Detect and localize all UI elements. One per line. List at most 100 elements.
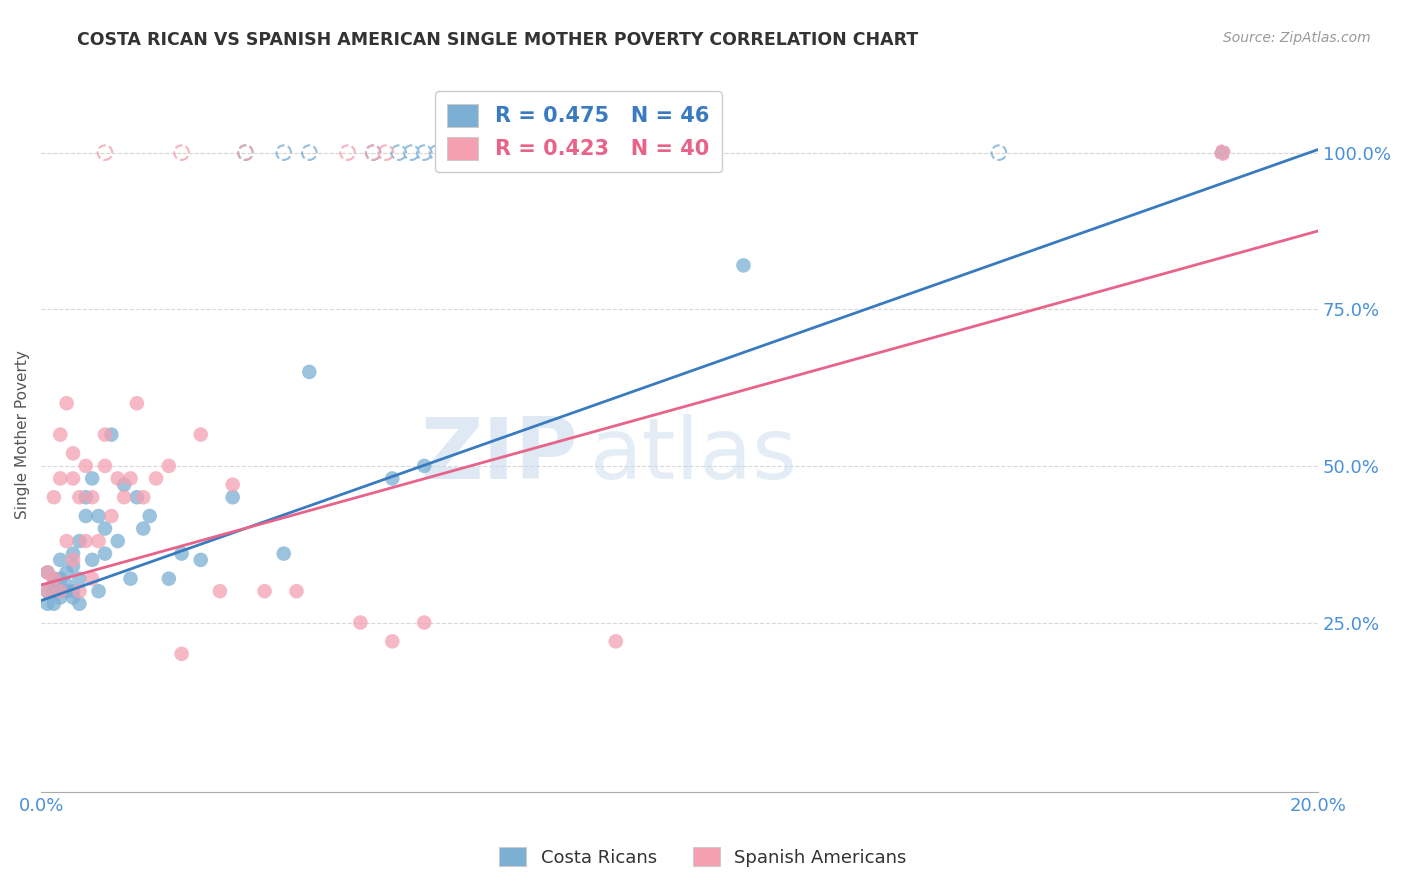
Point bbox=[413, 145, 436, 160]
Point bbox=[49, 471, 72, 485]
Point bbox=[42, 597, 65, 611]
Point bbox=[62, 471, 84, 485]
Point bbox=[987, 145, 1010, 160]
Point bbox=[605, 634, 627, 648]
Point bbox=[170, 145, 193, 160]
Point bbox=[49, 572, 72, 586]
Point bbox=[100, 427, 122, 442]
Point bbox=[55, 566, 77, 580]
Point bbox=[374, 145, 396, 160]
Point bbox=[190, 427, 212, 442]
Point bbox=[381, 634, 404, 648]
Point bbox=[82, 490, 104, 504]
Point bbox=[42, 584, 65, 599]
Legend: R = 0.475   N = 46, R = 0.423   N = 40: R = 0.475 N = 46, R = 0.423 N = 40 bbox=[434, 91, 721, 172]
Point bbox=[67, 490, 90, 504]
Point bbox=[94, 427, 117, 442]
Point bbox=[298, 145, 321, 160]
Point bbox=[55, 578, 77, 592]
Point bbox=[49, 584, 72, 599]
Point bbox=[94, 522, 117, 536]
Point bbox=[336, 145, 359, 160]
Point bbox=[235, 145, 257, 160]
Point bbox=[361, 145, 384, 160]
Point bbox=[273, 145, 295, 160]
Point bbox=[381, 471, 404, 485]
Point bbox=[55, 584, 77, 599]
Point bbox=[94, 458, 117, 473]
Point bbox=[62, 553, 84, 567]
Point bbox=[145, 471, 167, 485]
Point bbox=[170, 647, 193, 661]
Point bbox=[67, 584, 90, 599]
Text: COSTA RICAN VS SPANISH AMERICAN SINGLE MOTHER POVERTY CORRELATION CHART: COSTA RICAN VS SPANISH AMERICAN SINGLE M… bbox=[77, 31, 918, 49]
Point bbox=[107, 471, 129, 485]
Point bbox=[55, 534, 77, 549]
Point bbox=[413, 458, 436, 473]
Point bbox=[42, 490, 65, 504]
Text: Source: ZipAtlas.com: Source: ZipAtlas.com bbox=[1223, 31, 1371, 45]
Point bbox=[75, 490, 97, 504]
Point bbox=[138, 508, 160, 523]
Point bbox=[94, 145, 117, 160]
Point bbox=[94, 547, 117, 561]
Point bbox=[190, 553, 212, 567]
Point bbox=[62, 446, 84, 460]
Point bbox=[349, 615, 371, 630]
Point bbox=[62, 591, 84, 605]
Point bbox=[120, 471, 142, 485]
Point bbox=[37, 584, 59, 599]
Point bbox=[67, 597, 90, 611]
Point bbox=[37, 566, 59, 580]
Point bbox=[132, 522, 155, 536]
Text: atlas: atlas bbox=[591, 415, 799, 498]
Point bbox=[120, 572, 142, 586]
Point bbox=[55, 396, 77, 410]
Point bbox=[87, 534, 110, 549]
Point bbox=[87, 508, 110, 523]
Point bbox=[426, 145, 449, 160]
Y-axis label: Single Mother Poverty: Single Mother Poverty bbox=[15, 351, 30, 519]
Point bbox=[49, 584, 72, 599]
Point bbox=[221, 477, 243, 491]
Point bbox=[49, 427, 72, 442]
Point bbox=[413, 615, 436, 630]
Text: ZIP: ZIP bbox=[420, 415, 578, 498]
Point bbox=[1211, 145, 1233, 160]
Point bbox=[157, 572, 180, 586]
Point bbox=[1211, 145, 1233, 160]
Point bbox=[401, 145, 423, 160]
Point bbox=[62, 559, 84, 574]
Point bbox=[49, 591, 72, 605]
Point bbox=[112, 477, 135, 491]
Point bbox=[67, 572, 90, 586]
Point bbox=[37, 597, 59, 611]
Point bbox=[37, 584, 59, 599]
Point bbox=[75, 534, 97, 549]
Point bbox=[49, 553, 72, 567]
Point bbox=[221, 490, 243, 504]
Point bbox=[62, 584, 84, 599]
Point bbox=[100, 508, 122, 523]
Point bbox=[253, 584, 276, 599]
Point bbox=[170, 547, 193, 561]
Point bbox=[132, 490, 155, 504]
Point bbox=[733, 259, 755, 273]
Point bbox=[125, 490, 148, 504]
Point bbox=[75, 508, 97, 523]
Point bbox=[157, 458, 180, 473]
Legend: Costa Ricans, Spanish Americans: Costa Ricans, Spanish Americans bbox=[492, 840, 914, 874]
Point bbox=[42, 572, 65, 586]
Point bbox=[75, 458, 97, 473]
Point bbox=[361, 145, 384, 160]
Point bbox=[298, 365, 321, 379]
Point bbox=[42, 578, 65, 592]
Point bbox=[82, 572, 104, 586]
Point bbox=[37, 566, 59, 580]
Point bbox=[42, 572, 65, 586]
Point bbox=[235, 145, 257, 160]
Point bbox=[82, 471, 104, 485]
Point bbox=[112, 490, 135, 504]
Point bbox=[107, 534, 129, 549]
Point bbox=[125, 396, 148, 410]
